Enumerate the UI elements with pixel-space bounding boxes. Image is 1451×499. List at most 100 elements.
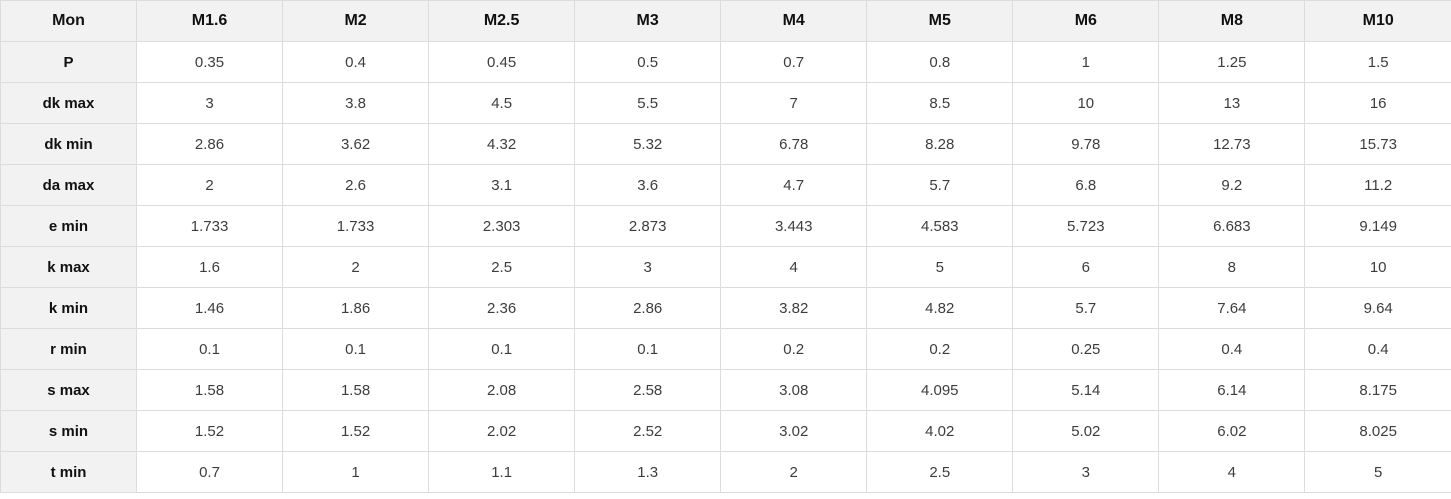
table-cell: 10 [1304, 246, 1451, 288]
table-cell: 0.4 [282, 41, 430, 83]
table-cell: 1.5 [1304, 41, 1451, 83]
table-cell: 3 [1012, 451, 1160, 493]
table-cell: 13 [1158, 82, 1306, 124]
table-cell: 3.62 [282, 123, 430, 165]
table-cell: 4.82 [866, 287, 1014, 329]
table-cell: 3 [574, 246, 722, 288]
table-row: s max 1.58 1.58 2.08 2.58 3.08 4.095 5.14 6.14 8.… [0, 369, 1451, 411]
table-cell: 0.35 [135, 41, 284, 83]
table-row: t min 0.7 1 1.1 1.3 2 2.5 3 4 5 [0, 451, 1451, 493]
row-label: s max [0, 369, 137, 411]
table-cell: 5.723 [1012, 205, 1160, 247]
table-cell: 1.6 [135, 246, 284, 288]
table-cell: 4.583 [866, 205, 1014, 247]
table-cell: 0.1 [282, 328, 430, 370]
table-cell: 2 [720, 451, 868, 493]
table-cell: 3.1 [428, 164, 576, 206]
table-cell: 2.86 [574, 287, 722, 329]
table-cell: 1.52 [282, 410, 430, 452]
table-row: k max 1.6 2 2.5 3 4 5 6 8 10 [0, 246, 1451, 288]
table-cell: 1.58 [135, 369, 284, 411]
table-cell: 5.32 [574, 123, 722, 165]
table-cell: 3.6 [574, 164, 722, 206]
table-cell: 2 [282, 246, 430, 288]
table-cell: 5.5 [574, 82, 722, 124]
table-cell: 2.52 [574, 410, 722, 452]
column-header: M1.6 [135, 0, 284, 42]
table-cell: 5.7 [1012, 287, 1160, 329]
table-row: dk min 2.86 3.62 4.32 5.32 6.78 8.28 9.78 12.73 1… [0, 123, 1451, 165]
column-header: M5 [866, 0, 1014, 42]
table-cell: 2.58 [574, 369, 722, 411]
table-cell: 2 [135, 164, 284, 206]
table-cell: 1 [1012, 41, 1160, 83]
table-cell: 6.14 [1158, 369, 1306, 411]
table-cell: 8 [1158, 246, 1306, 288]
table-cell: 8.5 [866, 82, 1014, 124]
table-cell: 0.2 [866, 328, 1014, 370]
row-label: s min [0, 410, 137, 452]
table-row: s min 1.52 1.52 2.02 2.52 3.02 4.02 5.02 6.02 8.0… [0, 410, 1451, 452]
table-cell: 3.443 [720, 205, 868, 247]
table-cell: 2.5 [866, 451, 1014, 493]
table-cell: 6 [1012, 246, 1160, 288]
table-cell: 0.4 [1158, 328, 1306, 370]
table-cell: 0.25 [1012, 328, 1160, 370]
row-label: dk max [0, 82, 137, 124]
table-cell: 0.1 [135, 328, 284, 370]
table-row: k min 1.46 1.86 2.36 2.86 3.82 4.82 5.7 7.64 9.64 [0, 287, 1451, 329]
row-label: t min [0, 451, 137, 493]
table-cell: 1.733 [135, 205, 284, 247]
table-cell: 0.1 [428, 328, 576, 370]
table-cell: 12.73 [1158, 123, 1306, 165]
corner-header: Mon [0, 0, 137, 42]
table-cell: 2.08 [428, 369, 576, 411]
table-cell: 0.4 [1304, 328, 1451, 370]
row-label: e min [0, 205, 137, 247]
table-cell: 9.64 [1304, 287, 1451, 329]
table-cell: 1.25 [1158, 41, 1306, 83]
table-cell: 6.683 [1158, 205, 1306, 247]
table-cell: 2.36 [428, 287, 576, 329]
row-label: k max [0, 246, 137, 288]
table-cell: 1.46 [135, 287, 284, 329]
table-row: dk max 3 3.8 4.5 5.5 7 8.5 10 13 16 [0, 82, 1451, 124]
column-header: M3 [574, 0, 722, 42]
column-header: M4 [720, 0, 868, 42]
table-cell: 3 [135, 82, 284, 124]
table-cell: 5 [1304, 451, 1451, 493]
table-cell: 0.7 [720, 41, 868, 83]
table-cell: 1 [282, 451, 430, 493]
table-cell: 4 [1158, 451, 1306, 493]
table-cell: 5.14 [1012, 369, 1160, 411]
table-cell: 6.02 [1158, 410, 1306, 452]
table-cell: 3.82 [720, 287, 868, 329]
table-cell: 2.6 [282, 164, 430, 206]
header-row: Mon M1.6 M2 M2.5 M3 M4 M5 M6 M8 M10 [0, 0, 1451, 42]
table-cell: 2.5 [428, 246, 576, 288]
row-label: dk min [0, 123, 137, 165]
table-cell: 6.8 [1012, 164, 1160, 206]
table-cell: 4.5 [428, 82, 576, 124]
table-cell: 7.64 [1158, 287, 1306, 329]
table-cell: 9.78 [1012, 123, 1160, 165]
table-cell: 0.45 [428, 41, 576, 83]
table-cell: 2.02 [428, 410, 576, 452]
table-cell: 16 [1304, 82, 1451, 124]
table-cell: 8.28 [866, 123, 1014, 165]
column-header: M10 [1304, 0, 1451, 42]
table-row: P 0.35 0.4 0.45 0.5 0.7 0.8 1 1.25 1.5 [0, 41, 1451, 83]
table-cell: 4.02 [866, 410, 1014, 452]
table-cell: 0.5 [574, 41, 722, 83]
table-cell: 10 [1012, 82, 1160, 124]
table-cell: 2.873 [574, 205, 722, 247]
table-cell: 1.3 [574, 451, 722, 493]
table-cell: 0.1 [574, 328, 722, 370]
table-cell: 1.86 [282, 287, 430, 329]
column-header: M8 [1158, 0, 1306, 42]
table-cell: 4.7 [720, 164, 868, 206]
table-cell: 4.32 [428, 123, 576, 165]
column-header: M2.5 [428, 0, 576, 42]
table-cell: 3.08 [720, 369, 868, 411]
